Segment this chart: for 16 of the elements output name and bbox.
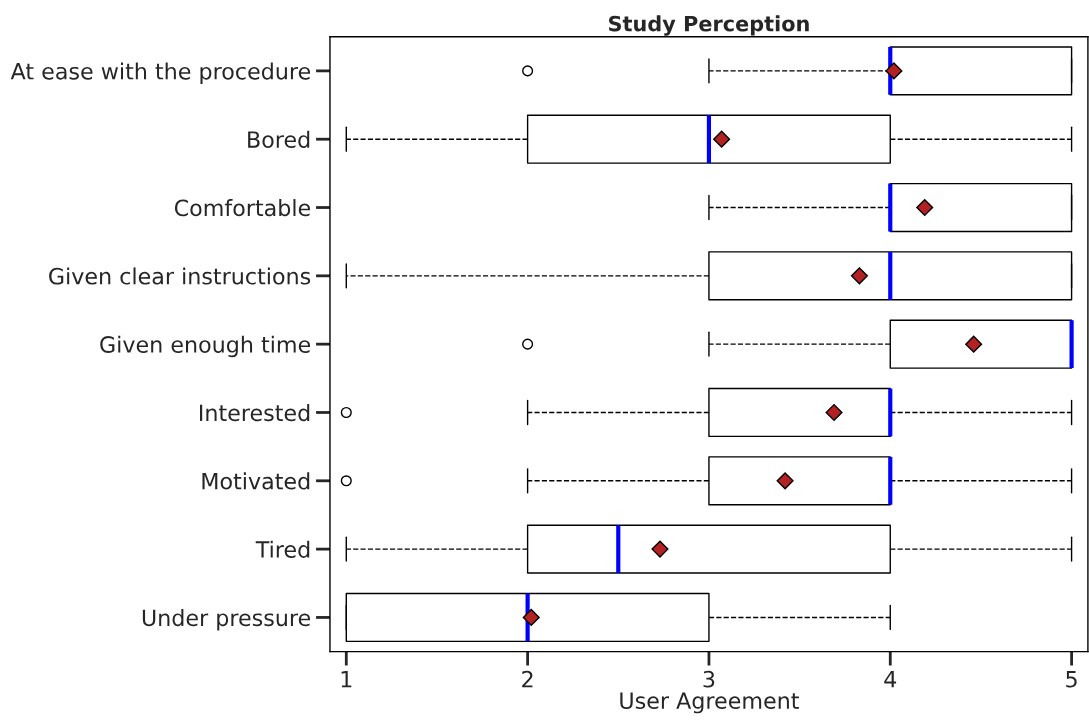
x-tick-label: 4 — [884, 671, 897, 688]
y-tick-label: Given enough time — [100, 335, 311, 358]
y-tick-label: Interested — [199, 404, 310, 422]
y-tick-label: Tired — [255, 540, 310, 558]
chart-title: Study Perception — [609, 15, 809, 36]
y-tick-label: Bored — [248, 130, 310, 148]
x-tick-label: 5 — [1066, 671, 1077, 688]
y-tick-label: Motivated — [202, 472, 310, 490]
y-tick-label: Comfortable — [174, 199, 311, 217]
y-tick-label: Under pressure — [142, 609, 311, 631]
y-tick-label: Given clear instructions — [49, 267, 311, 285]
y-tick-label: At ease with the procedure — [10, 62, 311, 84]
x-axis-title: User Agreement — [620, 692, 799, 714]
x-tick-label: 3 — [703, 670, 715, 688]
x-tick-label: 2 — [522, 670, 533, 688]
x-tick-label: 1 — [341, 671, 352, 688]
